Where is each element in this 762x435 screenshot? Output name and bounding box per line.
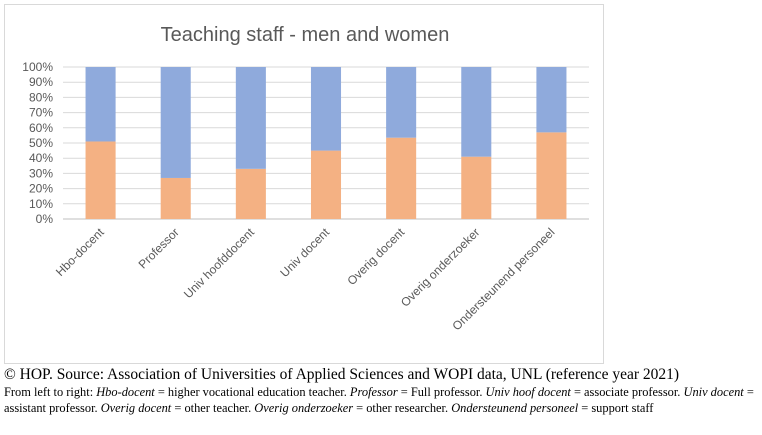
y-tick-label: 80% [29,90,53,104]
bar-segment-2 [310,67,342,151]
bar-segment-1 [160,177,191,219]
bar-segment-2 [386,67,417,138]
y-tick-label: 90% [29,75,53,89]
y-tick-label: 30% [29,166,53,180]
term-meaning: = support staff [578,401,654,415]
term-meaning: = Full professor. [397,385,486,399]
terms-lead: From left to right: [4,385,97,399]
source-note: © HOP. Source: Association of Universiti… [4,366,680,383]
y-tick-label: 70% [29,106,53,120]
term: Ondersteunend personeel [451,401,579,415]
term-meaning: = associate professor. [570,385,684,399]
x-tick-label: Professor [136,225,182,271]
bar-segment-1 [235,168,266,219]
term-meaning: = assistant professor. [4,385,754,415]
term: Univ docent [683,385,744,399]
y-tick-label: 20% [29,182,53,196]
bar-segment-1 [310,150,342,219]
bar-segment-2 [461,67,492,157]
x-axis-ticks: Hbo-docent Professor Univ hoofddocent Univ … [53,225,558,333]
figure-caption: © HOP. Source: Association of Universiti… [4,366,760,416]
x-tick-label: Hbo-docent [53,225,107,279]
term-meaning: = other researcher. [353,401,452,415]
term: Overig onderzoeker [254,401,354,415]
term-meaning: = higher vocational education teacher. [154,385,350,399]
bar-segment-1 [536,132,567,219]
term-definitions: From left to right: Hbo-docent = higher … [4,384,760,416]
y-tick-label: 0% [36,212,54,226]
bar-segment-1 [461,156,492,219]
bars [85,67,567,219]
bar-segment-2 [536,67,567,133]
term: Professor [349,385,398,399]
x-tick-label: Univ hoofddocent [181,225,257,301]
chart-frame: Teaching staff - men and women 0% 10% 20% 3… [4,4,604,364]
y-tick-label: 10% [29,197,53,211]
term: Overig docent [100,401,172,415]
chart-title: Teaching staff - men and women [161,24,450,46]
x-tick-label: Univ docent [277,225,332,280]
term: Univ hoof docent [485,385,571,399]
term-meaning: = other teacher. [171,401,255,415]
y-tick-label: 50% [29,136,53,150]
bar-segment-1 [85,141,116,219]
term: Hbo-docent [96,385,155,399]
y-tick-label: 60% [29,121,53,135]
x-tick-label: Overig onderzoeker [398,225,482,309]
bar-segment-1 [386,137,417,219]
bar-segment-2 [160,67,191,178]
y-tick-label: 40% [29,151,53,165]
y-tick-label: 100% [22,60,53,74]
stacked-bar-chart: Teaching staff - men and women 0%10%20% 3… [22,24,589,333]
x-tick-label: Overig docent [345,225,408,288]
y-axis-ticks: 0%10%20% 30%40%50%60%70% 80%90%100% [22,60,53,226]
bar-segment-2 [85,67,116,142]
bar-segment-2 [235,67,266,169]
